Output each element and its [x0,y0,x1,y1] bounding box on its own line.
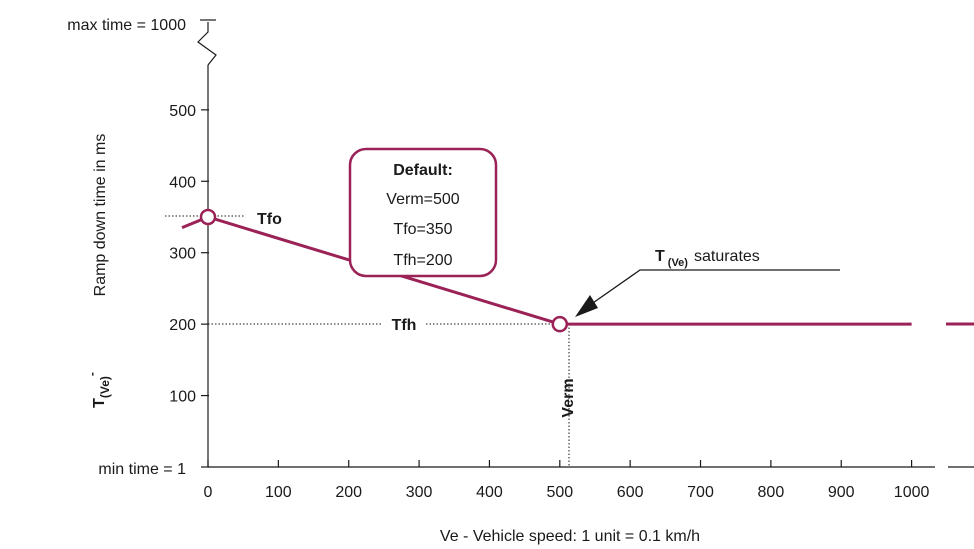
data-point-marker [551,315,569,333]
x-tick-label: 1000 [894,484,930,501]
x-axis-title: Ve - Vehicle speed: 1 unit = 0.1 km/h [440,528,700,545]
callout-line-tfh: Tfh=200 [393,252,452,269]
callout-title: Default: [393,162,453,179]
arrow-head-icon [575,295,598,317]
y-tick-label: 400 [169,174,196,191]
max-time-label: max time = 1000 [67,17,186,34]
tick-group: 0 100 200 300 400 500 600 700 800 900 1000 100 200 30… [169,103,929,501]
x-tick-label: 700 [687,484,714,501]
default-callout-box [348,147,498,278]
y-tick-label: 200 [169,317,196,334]
y-tick-label: 300 [169,246,196,263]
x-tick-label: 400 [476,484,503,501]
saturates-label: T (Ve) saturates [655,248,760,269]
tfo-label: Tfo [257,211,282,228]
x-tick-label: 100 [265,484,292,501]
y-axis-symbol-sup: - [85,372,99,376]
y-axis-symbol-main: T [91,398,108,408]
y-axis-title: Ramp down time in ms [92,134,109,297]
saturates-leader-line [589,269,840,306]
verm-label: Verm [560,378,577,417]
x-tick-label: 500 [546,484,573,501]
saturates-text: saturates [694,248,760,265]
saturates-symbol-sub: (Ve) [668,257,689,269]
marker-group [199,208,569,333]
x-tick-label: 200 [335,484,362,501]
x-tick-label: 900 [828,484,855,501]
tfh-label: Tfh [392,317,417,334]
x-tick-label: 300 [406,484,433,501]
y-tick-label: 100 [169,389,196,406]
saturates-symbol: T [655,248,665,265]
data-point-marker [199,208,217,226]
callout-line-verm: Verm=500 [386,191,459,208]
x-tick-label: 800 [758,484,785,501]
callout-line-tfo: Tfo=350 [393,221,452,238]
y-tick-label: 500 [169,103,196,120]
x-tick-label: 0 [204,484,213,501]
x-tick-label: 600 [617,484,644,501]
y-axis-symbol: T(Ve)- [85,372,112,408]
y-axis-symbol-sub: (Ve) [98,376,112,398]
y-axis-break [197,22,217,66]
min-time-label: min time = 1 [98,461,186,478]
